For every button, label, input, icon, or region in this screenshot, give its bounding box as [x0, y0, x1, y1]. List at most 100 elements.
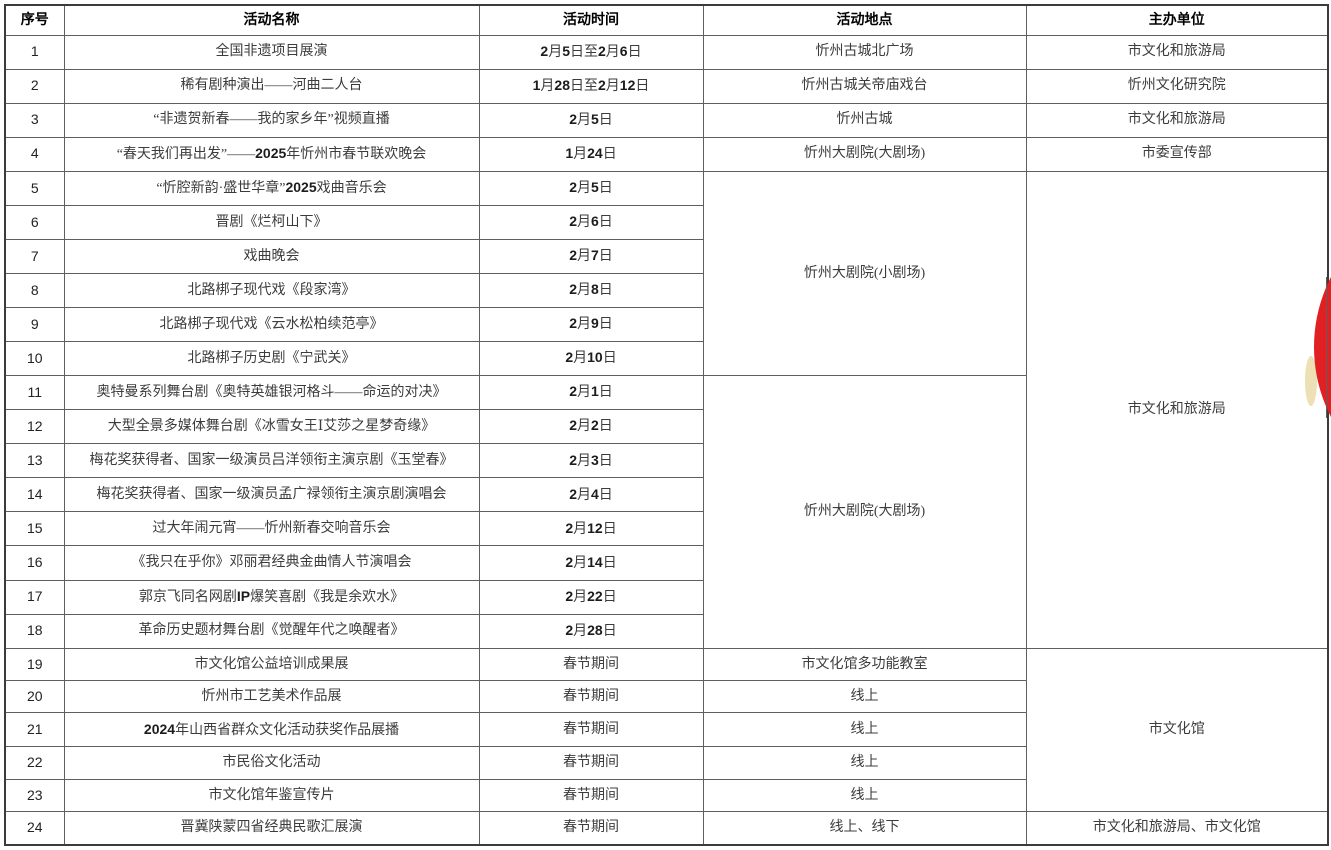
activity-time-cell: 1月28日至2月12日 — [478, 68, 704, 104]
table-row: 2 稀有剧种演出——河曲二人台 1月28日至2月12日 忻州古城关帝庙戏台 忻州文化研究… — [4, 68, 1329, 104]
row-number-cell: 16 — [4, 545, 65, 581]
activity-name-cell: 全国非遗项目展演 — [63, 34, 480, 70]
header-活动时间: 活动时间 — [478, 4, 704, 36]
header-主办单位: 主办单位 — [1025, 4, 1329, 36]
digit-run: 2 — [569, 110, 577, 127]
digit-run: 2 — [569, 213, 577, 230]
digit-run: 12 — [619, 76, 636, 93]
organizer-cell: 市文化和旅游局 — [1025, 102, 1329, 138]
activity-name-cell: “非遗贺新春——我的家乡年”视频直播 — [63, 102, 480, 138]
table-row: 3 “非遗贺新春——我的家乡年”视频直播 2月5日 忻州古城 市文化和旅游局 — [4, 102, 1329, 138]
activity-location-cell: 市文化馆多功能教室 — [702, 647, 1027, 681]
activity-location-cell: 线上、线下 — [702, 811, 1027, 846]
activity-time-cell: 2月28日 — [478, 613, 704, 649]
activity-name-cell: 晋冀陕蒙四省经典民歌汇展演 — [63, 811, 480, 846]
row-number-cell: 18 — [4, 613, 65, 649]
row-number-cell: 4 — [4, 136, 65, 172]
activity-time-cell: 2月8日 — [478, 272, 704, 309]
digit-run: 1 — [532, 76, 541, 93]
header-活动名称: 活动名称 — [63, 4, 480, 36]
digit-run: 14 — [587, 553, 603, 570]
table-row: 5 “忻腔新韵·盛世华章”2025戏曲音乐会 2月5日 忻州大剧院(小剧场) 市文化和旅… — [4, 170, 1329, 649]
activity-name-cell: 戏曲晚会 — [63, 238, 480, 274]
activity-name-cell: “忻腔新韵·盛世华章”2025戏曲音乐会 — [63, 170, 480, 206]
activity-name-cell: 《我只在乎你》邓丽君经典金曲情人节演唱会 — [63, 545, 480, 581]
activity-name-cell: 忻州市工艺美术作品展 — [63, 679, 480, 714]
digit-run: 2025 — [285, 179, 317, 196]
digit-run: 2 — [540, 42, 549, 59]
row-number-cell: 2 — [4, 68, 65, 104]
digit-run: 2 — [569, 281, 577, 298]
activity-location-cell: 线上 — [702, 746, 1027, 780]
row-number-cell: 24 — [4, 811, 65, 846]
digit-run: 24 — [587, 144, 603, 161]
table-row: 20 忻州市工艺美术作品展 春节期间 线上 — [4, 679, 1328, 714]
row-number-cell: 8 — [4, 272, 65, 309]
table-row: 23 市文化馆年鉴宣传片 春节期间 线上 — [4, 778, 1328, 813]
activity-location-cell: 线上 — [702, 712, 1027, 748]
activity-table: 序号 活动名称 活动时间 活动地点 主办单位 1 全国非遗项目展演 2月5日至2月6… — [4, 4, 1329, 846]
activity-time-cell: 2月5日至2月6日 — [478, 34, 704, 70]
digit-run: 28 — [554, 76, 570, 93]
row-number-cell: 15 — [4, 511, 65, 547]
table-header: 序号 活动名称 活动时间 活动地点 主办单位 — [4, 4, 1329, 36]
digit-run: 2 — [569, 485, 577, 502]
organizer-cell: 市文化和旅游局、市文化馆 — [1025, 811, 1329, 846]
row-number-cell: 19 — [4, 647, 65, 681]
digit-run: 12 — [587, 519, 603, 536]
row-number-cell: 13 — [4, 443, 65, 479]
activity-time-cell: 春节期间 — [478, 811, 704, 846]
activity-time-cell: 2月1日 — [478, 375, 704, 411]
digit-run: 10 — [587, 349, 603, 366]
table-row: 24 晋冀陕蒙四省经典民歌汇展演 春节期间 线上、线下 市文化和旅游局、市文化馆 — [4, 811, 1329, 846]
activity-time-cell: 2月22日 — [478, 579, 704, 615]
activity-time-cell: 春节期间 — [478, 647, 704, 681]
activity-time-cell: 2月5日 — [478, 170, 704, 206]
digit-run: 6 — [591, 213, 599, 230]
activity-time-cell: 2月4日 — [478, 477, 704, 513]
activity-name-cell: 过大年闹元宵——忻州新春交响音乐会 — [63, 511, 480, 547]
activity-name-cell: 郭京飞同名网剧IP爆笑喜剧《我是余欢水》 — [63, 579, 480, 615]
activity-name-cell: 市民俗文化活动 — [63, 746, 480, 780]
header-序号: 序号 — [4, 4, 65, 36]
organizer-cell: 市文化馆 — [1025, 647, 1329, 813]
sticker-edge-glow — [1305, 356, 1317, 406]
activity-location-cell: 忻州大剧院(大剧场) — [702, 375, 1027, 649]
organizer-cell: 市文化和旅游局 — [1025, 170, 1329, 649]
digit-run: 2 — [565, 519, 574, 536]
activity-time-cell: 2月6日 — [478, 204, 704, 240]
table-row: 15 过大年闹元宵——忻州新春交响音乐会 2月12日 — [4, 511, 1328, 547]
digit-run: 2 — [598, 42, 606, 59]
digit-run: 2 — [598, 76, 606, 93]
activity-name-cell: 梅花奖获得者、国家一级演员孟广禄领衔主演京剧演唱会 — [63, 477, 480, 513]
digit-run: 2 — [591, 417, 599, 434]
row-number-cell: 11 — [4, 375, 65, 411]
activity-time-cell: 2月3日 — [478, 443, 704, 479]
table-row: 1 全国非遗项目展演 2月5日至2月6日 忻州古城北广场 市文化和旅游局 — [4, 34, 1329, 70]
activity-time-cell: 春节期间 — [478, 712, 704, 748]
activity-name-cell: 晋剧《烂柯山下》 — [63, 204, 480, 240]
activity-name-cell: 市文化馆公益培训成果展 — [63, 647, 480, 681]
table-row: 19 市文化馆公益培训成果展 春节期间 市文化馆多功能教室 市文化馆 — [4, 647, 1329, 813]
digit-run: 2 — [565, 621, 574, 638]
activity-name-cell: 奥特曼系列舞台剧《奥特英雄银河格斗——命运的对决》 — [63, 375, 480, 411]
header-row: 序号 活动名称 活动时间 活动地点 主办单位 — [4, 4, 1329, 36]
digit-run: 2024 — [143, 720, 176, 737]
activity-time-cell: 1月24日 — [478, 136, 704, 172]
row-number-cell: 20 — [4, 679, 65, 714]
table-row: 21 2024年山西省群众文化活动获奖作品展播 春节期间 线上 — [4, 712, 1328, 748]
row-number-cell: 1 — [4, 34, 65, 70]
digit-run: 1 — [591, 383, 599, 400]
activity-location-cell: 忻州古城北广场 — [702, 34, 1027, 70]
activity-location-cell: 忻州大剧院(小剧场) — [702, 170, 1027, 377]
row-number-cell: 10 — [4, 341, 65, 377]
row-number-cell: 21 — [4, 712, 65, 748]
activity-name-cell: 2024年山西省群众文化活动获奖作品展播 — [63, 712, 480, 748]
activity-name-cell: 革命历史题材舞台剧《觉醒年代之唤醒者》 — [63, 613, 480, 649]
digit-run: 8 — [591, 281, 599, 298]
activity-time-cell: 2月9日 — [478, 306, 704, 343]
digit-run: 2 — [565, 553, 574, 570]
activity-time-cell: 2月7日 — [478, 238, 704, 274]
row-number-cell: 17 — [4, 579, 65, 615]
